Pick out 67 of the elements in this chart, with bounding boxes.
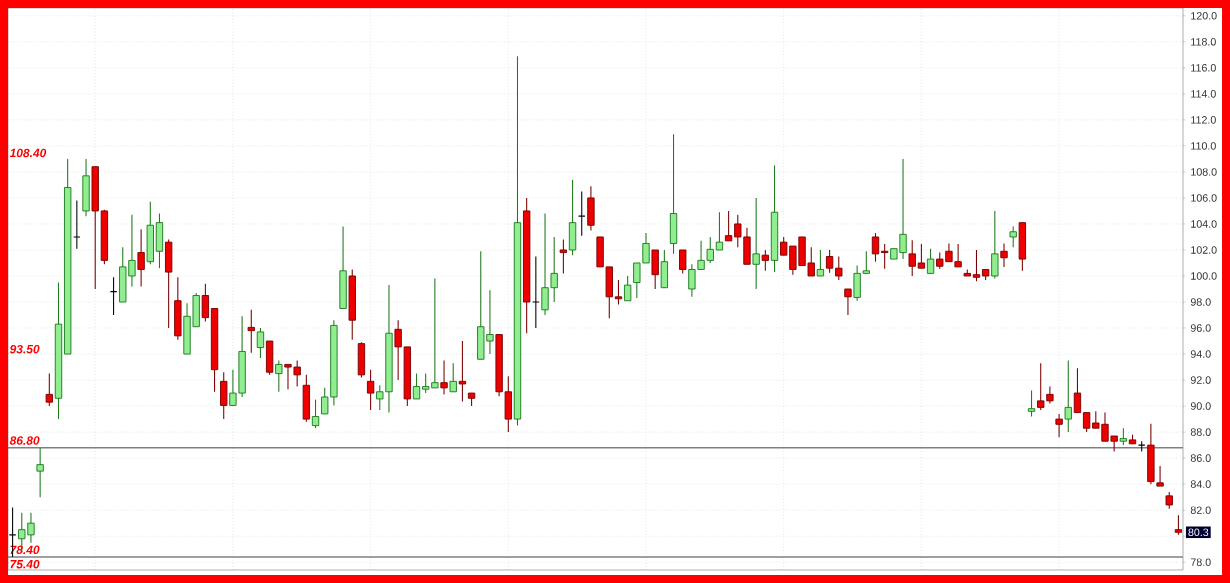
candlestick	[440, 360, 448, 395]
candlestick	[412, 373, 421, 400]
candlestick	[844, 288, 852, 316]
candlestick	[256, 327, 265, 359]
candlestick	[752, 197, 760, 290]
candlestick	[908, 239, 916, 277]
candlestick	[1082, 412, 1091, 433]
candlestick	[1055, 413, 1063, 438]
candlestick	[871, 232, 880, 263]
y-tick-label: 104.0	[1191, 220, 1217, 228]
y-tick-label: 108.0	[1191, 168, 1217, 176]
ref-line-label: 86.80	[9, 436, 40, 445]
y-tick-label: 110.0	[1191, 142, 1216, 150]
candlestick	[275, 360, 283, 393]
candlestick	[761, 249, 770, 272]
candlestick	[247, 309, 255, 354]
y-tick-label: 106.0	[1191, 194, 1217, 202]
y-tick-label: 78.0	[1190, 558, 1211, 566]
y-tick-label: 84.0	[1190, 480, 1211, 488]
y-tick-label: 98.0	[1190, 298, 1211, 306]
candlestick	[449, 362, 457, 393]
candlestick	[1174, 514, 1183, 536]
y-tick-label: 94.0	[1190, 350, 1211, 358]
candlestick	[1073, 367, 1082, 414]
candlestick	[917, 243, 926, 269]
candlestick	[137, 228, 145, 287]
candlestick	[835, 255, 843, 281]
y-tick-label: 82.0	[1190, 506, 1211, 514]
y-tick-label: 112.0	[1191, 116, 1216, 124]
candlestick	[201, 283, 210, 323]
candlestick	[366, 369, 375, 411]
candlestick	[458, 340, 467, 403]
y-tick-label: 86.0	[1190, 454, 1211, 462]
annotation: 80.3	[1188, 528, 1209, 537]
y-tick-label: 102.0	[1191, 246, 1217, 254]
candlestick	[614, 279, 623, 306]
candlestick	[559, 239, 568, 274]
candlestick	[1000, 242, 1008, 268]
candlestick	[311, 399, 320, 429]
candlestick	[1027, 389, 1036, 418]
candlestick	[972, 249, 981, 282]
candlestick	[715, 211, 724, 251]
candlestick	[1009, 226, 1017, 248]
candlestick	[724, 210, 733, 242]
candlestick	[623, 275, 632, 302]
candlestick	[1064, 360, 1072, 433]
annotation: 108.40	[9, 148, 47, 158]
candlestick	[816, 249, 825, 277]
candlestick	[926, 248, 935, 274]
candlestick	[45, 373, 53, 407]
candlestick	[1156, 465, 1164, 487]
annotation: 93.50	[9, 344, 40, 354]
candlestick	[880, 243, 889, 270]
candlestick	[991, 210, 999, 280]
y-tick-label: 118.0	[1191, 38, 1216, 46]
y-tick-label: 92.0	[1190, 376, 1211, 384]
candlestick	[679, 249, 687, 274]
y-tick-label: 114.0	[1191, 90, 1216, 98]
y-tick-label: 116.0	[1191, 64, 1216, 72]
candlestick	[36, 447, 44, 498]
candlestick	[825, 249, 834, 274]
y-tick-label: 100.0	[1191, 272, 1217, 280]
annotation: 75.40	[10, 559, 40, 569]
y-tick-label: 120.0	[1191, 12, 1217, 20]
y-tick-label: 96.0	[1190, 324, 1211, 332]
y-tick-label: 88.0	[1190, 428, 1211, 436]
y-tick-label: 90.0	[1190, 402, 1211, 410]
